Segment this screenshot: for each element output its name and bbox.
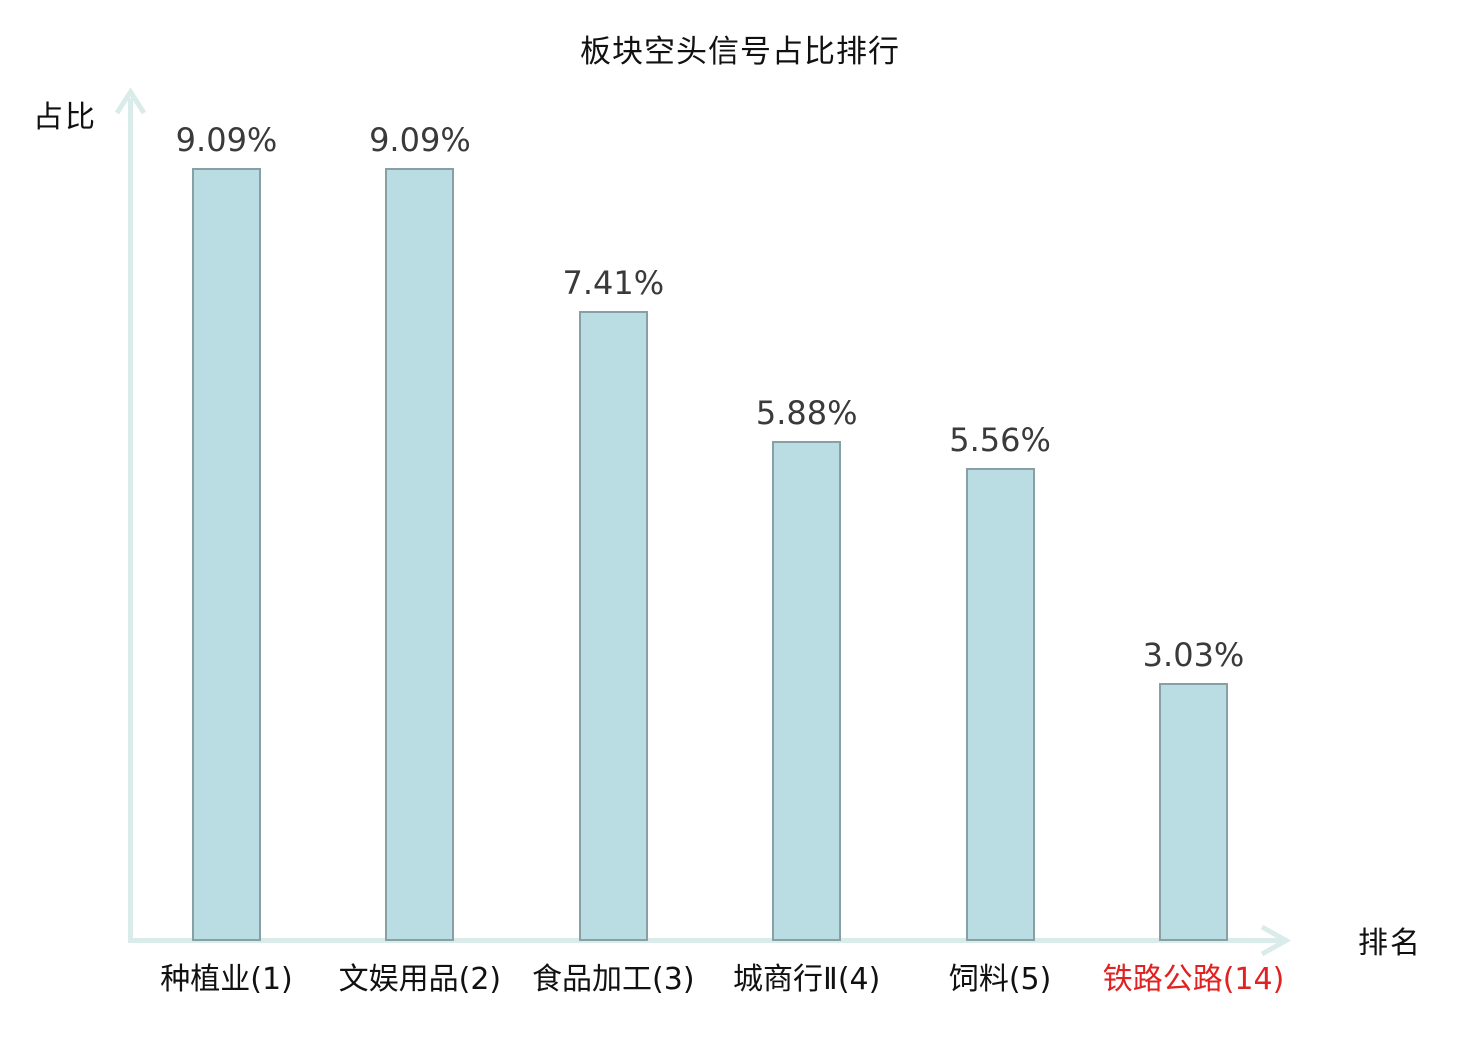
bar-value-label: 9.09%	[369, 121, 471, 159]
y-axis-label: 占比	[33, 100, 97, 135]
bar-value-label: 5.56%	[949, 421, 1051, 459]
bar	[772, 441, 842, 941]
category-label: 种植业(1)	[160, 962, 293, 997]
y-axis-arrow-icon	[114, 87, 147, 115]
bar-value-label: 9.09%	[175, 121, 278, 159]
category-label: 文娱用品(2)	[338, 962, 502, 997]
category-label: 饲料(5)	[948, 962, 1052, 997]
category-label: 城商行Ⅱ(4)	[733, 962, 881, 997]
category-label: 食品加工(3)	[532, 962, 695, 997]
category-label: 铁路公路(14)	[1102, 962, 1285, 997]
bar-value-label: 7.41%	[562, 264, 665, 302]
bar	[385, 168, 455, 941]
x-axis-label: 排名	[1358, 926, 1422, 961]
bar	[192, 168, 261, 941]
bar-value-label: 3.03%	[1142, 636, 1245, 674]
bar-value-label: 5.88%	[755, 394, 858, 432]
chart-title: 板块空头信号占比排行	[580, 34, 900, 70]
x-axis-arrow-icon	[1260, 924, 1292, 957]
bar	[578, 311, 648, 941]
bar	[965, 468, 1035, 941]
bar	[1159, 683, 1228, 941]
